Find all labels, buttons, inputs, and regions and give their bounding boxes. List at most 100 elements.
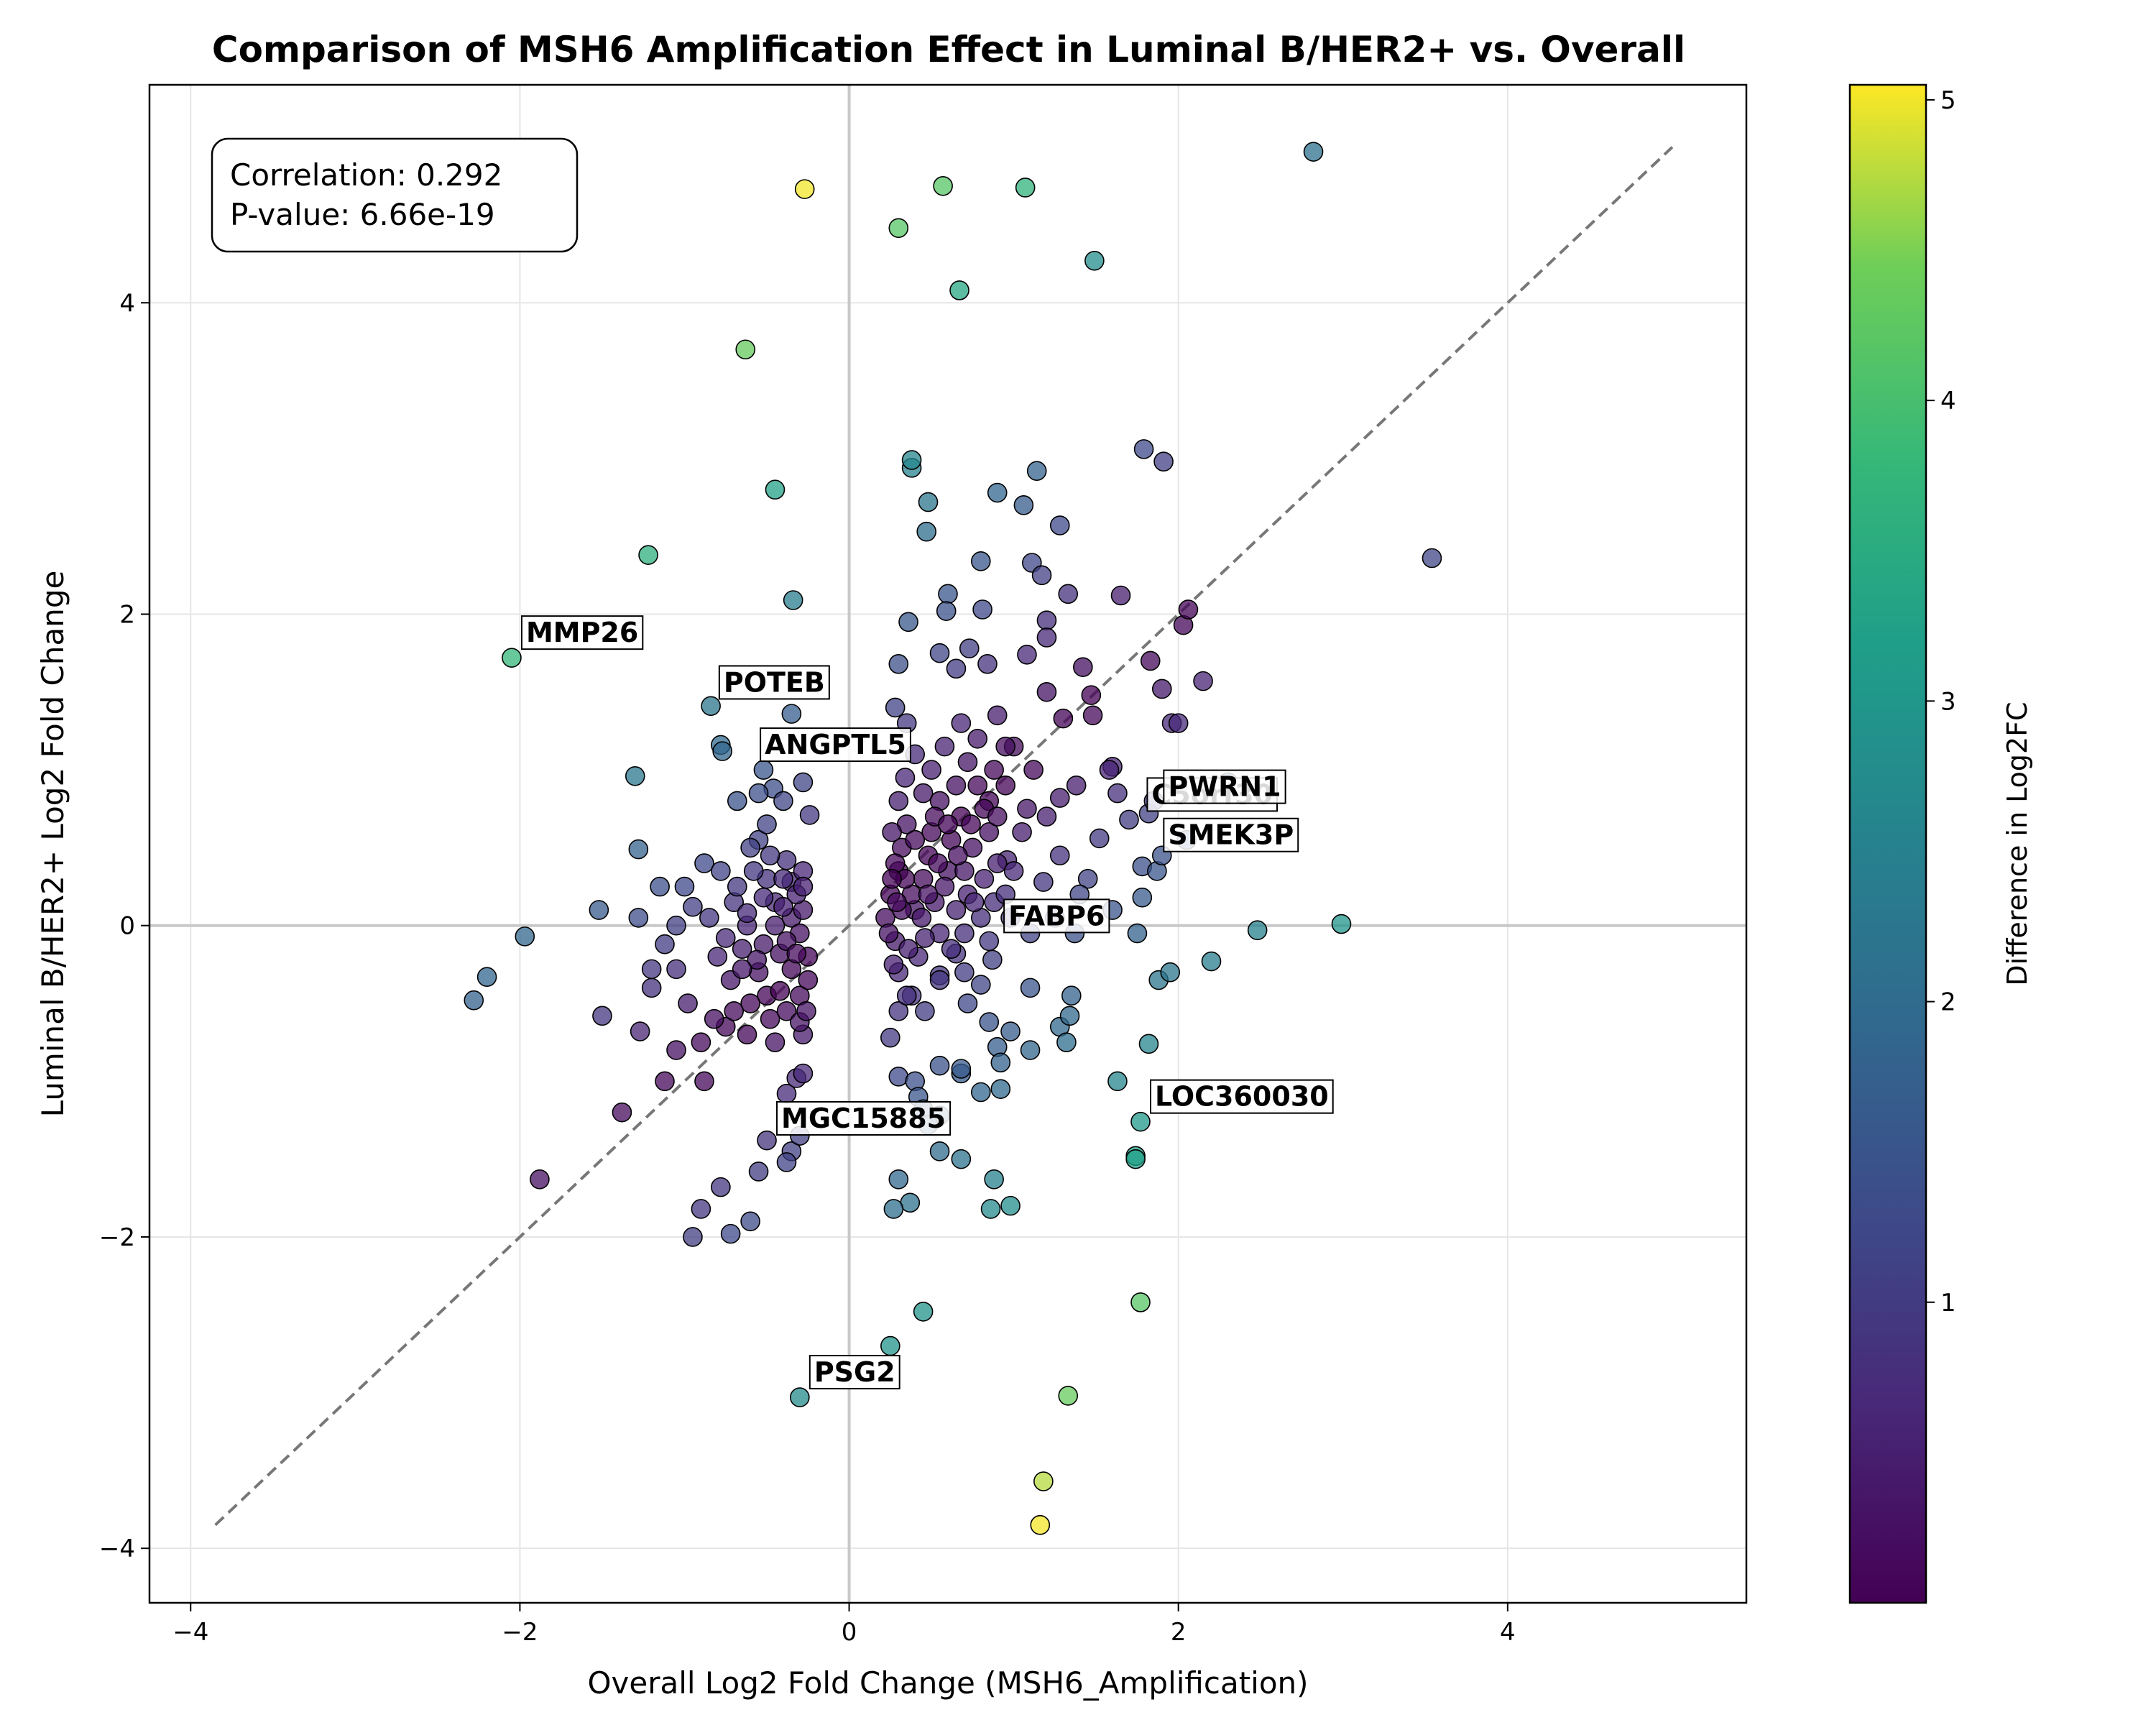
data-point (782, 704, 801, 723)
data-point (917, 523, 936, 541)
data-point (639, 546, 658, 564)
data-point (1131, 1293, 1150, 1312)
annotation-label: PWRN1 (1168, 771, 1281, 803)
data-point (952, 714, 970, 732)
data-point (736, 340, 755, 359)
data-point (642, 960, 661, 978)
stats-box-frame (212, 139, 577, 252)
colorbar-label: Difference in Log2FC (2001, 702, 2033, 985)
data-point (629, 840, 648, 859)
data-point (889, 1170, 908, 1189)
data-point (793, 878, 812, 896)
data-point (741, 1212, 760, 1230)
data-point (1082, 686, 1100, 704)
data-point (983, 950, 1002, 969)
gene-annotation: PWRN1 (1164, 770, 1285, 804)
data-point (881, 1029, 900, 1047)
colorbar: 12345 Difference in Log2FC (1850, 85, 2033, 1603)
data-point (889, 655, 908, 673)
data-point (711, 1178, 730, 1197)
colorbar-bar (1850, 85, 1926, 1603)
data-point (914, 784, 933, 803)
data-point (881, 1337, 900, 1356)
data-point (937, 602, 956, 620)
annotation-label: SMEK3P (1168, 819, 1294, 851)
data-point (1031, 1516, 1049, 1535)
data-point (1131, 1113, 1150, 1131)
data-point (745, 862, 763, 880)
colorbar-tick-label: 1 (1940, 1289, 1956, 1317)
data-point (626, 767, 645, 786)
data-point (642, 978, 661, 997)
colorbar-tick-label: 2 (1940, 988, 1956, 1017)
data-point (919, 493, 938, 512)
data-point (996, 737, 1015, 756)
data-point (1034, 873, 1053, 891)
data-point (1112, 586, 1130, 604)
data-point (985, 760, 1003, 779)
data-point (612, 1103, 631, 1122)
data-point (1202, 952, 1221, 971)
data-point (935, 737, 954, 756)
data-point (906, 831, 924, 850)
data-point (754, 760, 773, 779)
data-point (1179, 600, 1197, 619)
x-axis-ticks: −4 −2 0 2 4 (172, 1603, 1515, 1647)
x-tick-label: −4 (172, 1618, 208, 1647)
data-point (796, 180, 814, 198)
data-point (1248, 921, 1267, 939)
gene-annotation: MGC15885 (777, 1102, 950, 1135)
data-point (655, 1072, 674, 1090)
data-point (1135, 440, 1153, 459)
data-point (667, 1041, 686, 1059)
data-point (774, 870, 793, 888)
data-point (1108, 784, 1127, 803)
data-point (1037, 628, 1056, 647)
data-point (793, 773, 812, 791)
data-point (972, 552, 990, 571)
data-point (978, 655, 997, 673)
x-tick-label: 0 (842, 1618, 857, 1647)
data-point (502, 648, 521, 667)
annotation-label: MGC15885 (781, 1103, 946, 1134)
y-axis-label: Luminal B/HER2+ Log2 Fold Change (35, 571, 70, 1118)
data-point (1051, 516, 1069, 535)
data-point (980, 1013, 998, 1031)
data-point (700, 908, 719, 927)
data-point (931, 971, 949, 990)
data-point (942, 939, 961, 958)
data-point (973, 600, 992, 619)
data-point (1161, 963, 1179, 982)
data-point (1100, 760, 1118, 779)
data-point (884, 1200, 903, 1218)
data-point (1153, 679, 1171, 698)
data-point (1154, 452, 1173, 471)
data-point (1057, 1033, 1076, 1052)
data-point (722, 1225, 740, 1243)
pvalue-text: P-value: 6.66e-19 (230, 197, 495, 232)
data-point (968, 776, 987, 795)
data-point (1133, 888, 1151, 907)
data-point (883, 823, 901, 842)
data-point (1021, 978, 1040, 997)
data-point (1120, 810, 1138, 829)
data-point (889, 791, 908, 810)
data-point (972, 975, 990, 994)
data-point (958, 753, 977, 771)
data-point (931, 1057, 949, 1075)
data-point (884, 955, 903, 974)
data-point (683, 898, 702, 916)
data-point (1013, 823, 1031, 842)
data-point (791, 1388, 809, 1407)
x-tick-label: 4 (1500, 1618, 1516, 1647)
gene-annotation: LOC360030 (1151, 1080, 1333, 1113)
y-axis-ticks: −4−2024 (99, 289, 149, 1563)
data-point (784, 591, 803, 610)
chart-title: Comparison of MSH6 Amplification Effect … (212, 29, 1685, 70)
data-point (1067, 776, 1086, 795)
annotation-label: PSG2 (814, 1356, 895, 1388)
data-point (934, 177, 952, 196)
data-point (774, 791, 793, 810)
data-point (478, 967, 497, 986)
data-point (724, 1002, 743, 1021)
